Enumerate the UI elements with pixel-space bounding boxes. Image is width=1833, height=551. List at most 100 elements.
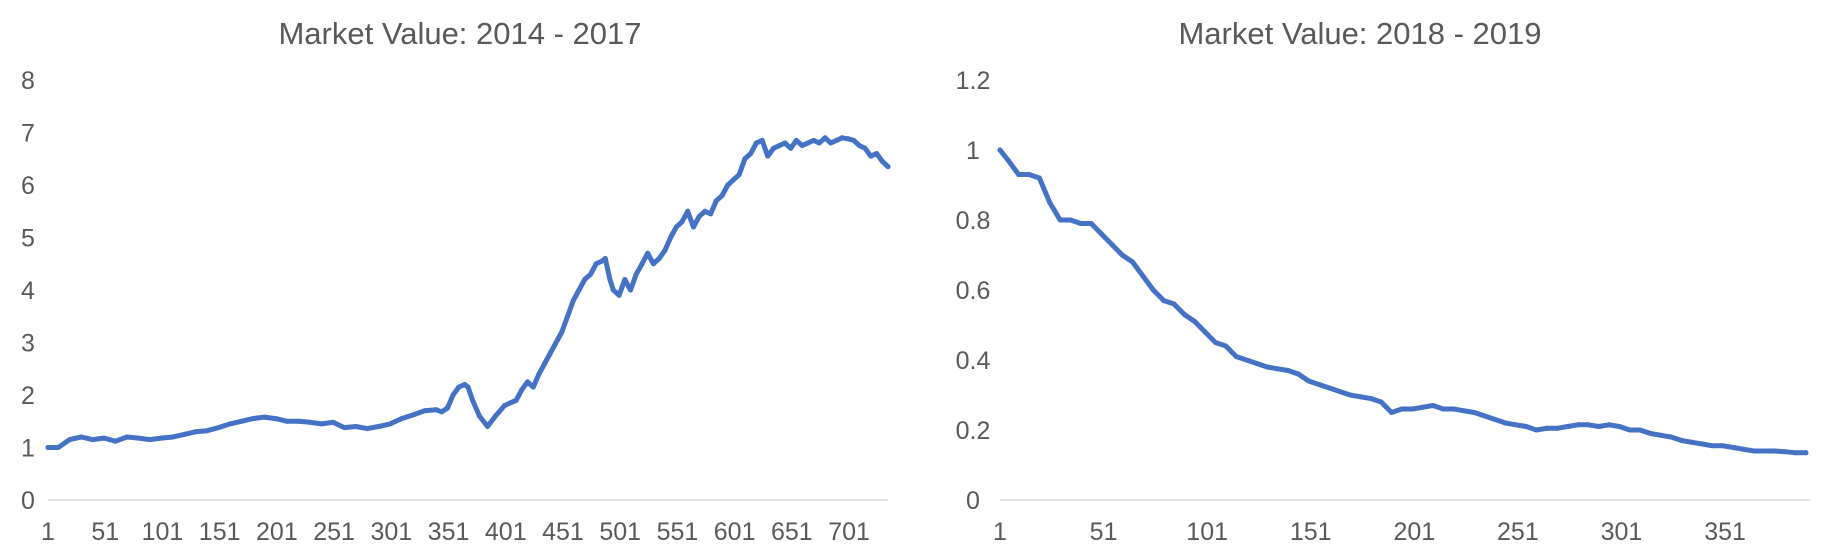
data-point (1337, 389, 1343, 394)
data-point (731, 177, 736, 183)
data-point (493, 413, 498, 419)
data-point (1689, 439, 1695, 445)
y-tick-label: 7 (21, 120, 35, 148)
data-point (793, 137, 799, 143)
data-point (1658, 432, 1664, 438)
data-point (828, 140, 834, 146)
data-point (439, 409, 445, 415)
data-point (1295, 371, 1301, 377)
data-point (856, 143, 862, 149)
data-point (713, 198, 719, 204)
data-point (547, 350, 553, 356)
y-tick-label: 1 (21, 435, 35, 463)
data-point (673, 224, 679, 230)
y-tick-label: 0.8 (956, 207, 991, 235)
data-point (525, 379, 530, 385)
x-tick-label: 251 (313, 518, 355, 546)
data-point (1596, 424, 1602, 429)
data-point (1378, 399, 1384, 405)
data-point (353, 424, 359, 429)
data-point (576, 287, 582, 293)
data-point (1482, 413, 1488, 419)
data-point (485, 424, 490, 429)
data-point (1430, 403, 1436, 408)
data-point (1150, 287, 1156, 293)
data-point (1036, 175, 1042, 181)
y-tick-label: 2 (21, 382, 35, 410)
data-point (553, 340, 559, 345)
data-point (1637, 427, 1643, 433)
data-point (1409, 406, 1415, 412)
y-axis-ticks: 0 0.2 0.4 0.6 0.8 1 1.2 (956, 67, 991, 515)
x-tick-label: 101 (1186, 518, 1228, 546)
data-point (570, 298, 576, 303)
x-tick-label: 51 (1090, 518, 1118, 546)
data-point (1461, 408, 1467, 414)
x-tick-label: 451 (542, 518, 584, 546)
data-point (1223, 343, 1229, 349)
data-point (997, 147, 1003, 153)
data-point (1212, 340, 1218, 345)
x-tick-label: 151 (1290, 518, 1332, 546)
data-point (158, 435, 164, 441)
data-point (502, 403, 508, 408)
x-axis-ticks: 1 51 101 151 201 251 301 351 401 451 501 551 601 651 7… (41, 518, 870, 546)
data-point (708, 211, 714, 217)
data-point (1534, 427, 1539, 433)
data-point (1192, 319, 1198, 324)
data-point (862, 145, 868, 151)
data-point (607, 277, 613, 282)
data-point (1181, 312, 1187, 317)
data-point (238, 418, 244, 424)
chart-right: Market Value: 2018 - 2019 0 0.2 0.4 0.6 0.8 1… (900, 0, 1833, 551)
data-point (1119, 252, 1125, 258)
data-point (1503, 420, 1508, 426)
plot-area (45, 135, 891, 450)
data-point (542, 361, 548, 366)
data-point (1440, 406, 1446, 412)
data-point (816, 140, 822, 146)
x-axis-ticks: 1 51 101 151 201 251 301 351 (993, 518, 1746, 546)
data-point (1202, 329, 1208, 335)
x-tick-label: 351 (1704, 518, 1746, 546)
y-tick-label: 0.2 (956, 417, 991, 445)
data-point (874, 151, 880, 156)
data-point (227, 421, 233, 427)
data-point (387, 421, 393, 427)
data-point (885, 164, 891, 170)
data-point (602, 256, 608, 261)
data-point (1451, 406, 1457, 412)
y-tick-label: 3 (21, 330, 35, 358)
data-point (330, 419, 336, 425)
data-point (719, 193, 725, 198)
data-point (1585, 422, 1591, 428)
data-point (1730, 445, 1736, 450)
data-point (78, 434, 84, 440)
data-point (1699, 441, 1705, 447)
data-point (1741, 446, 1747, 452)
data-point (782, 140, 788, 146)
data-point (696, 214, 702, 219)
data-point (364, 426, 370, 432)
data-point (662, 248, 668, 254)
x-tick-label: 1 (41, 518, 55, 546)
data-point (1606, 422, 1612, 428)
data-point (67, 437, 73, 443)
data-point (771, 145, 777, 151)
data-point (1513, 422, 1519, 428)
data-point (181, 431, 187, 437)
data-point (565, 313, 571, 319)
x-tick-label: 651 (771, 518, 813, 546)
data-point (519, 387, 525, 393)
data-point (656, 256, 662, 261)
chart-title: Market Value: 2018 - 2019 (1178, 16, 1541, 51)
x-tick-label: 601 (714, 518, 756, 546)
data-point (1803, 450, 1809, 456)
data-point (788, 145, 794, 151)
data-point (1067, 217, 1073, 223)
data-point (742, 156, 748, 162)
data-point (261, 414, 267, 420)
y-tick-label: 0.4 (956, 347, 991, 375)
data-point (55, 445, 61, 450)
x-tick-label: 401 (485, 518, 527, 546)
